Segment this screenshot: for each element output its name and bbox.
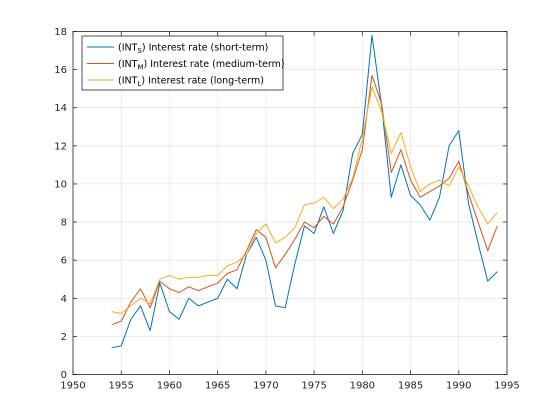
legend-entry-m: (INTM) Interest rate (medium-term) (87, 59, 285, 72)
y-axis-tick-labels: 0 2 4 6 8 10 12 14 16 18 (54, 27, 67, 381)
series-line-m (111, 74, 498, 326)
axis-ticks (72, 31, 508, 375)
y-tick-label: 18 (54, 27, 67, 38)
x-tick-label: 1990 (446, 381, 471, 392)
legend-entry-s: (INTS) Interest rate (short-term) (87, 43, 268, 56)
x-tick-label: 1975 (301, 381, 326, 392)
y-tick-label: 14 (54, 103, 67, 114)
x-tick-label: 1985 (398, 381, 423, 392)
legend-label: (INTM) Interest rate (medium-term) (118, 59, 285, 72)
x-tick-label: 1965 (205, 381, 230, 392)
plot-area-border (72, 31, 508, 375)
x-tick-label: 1995 (494, 381, 519, 392)
x-tick-label: 1970 (253, 381, 278, 392)
x-tick-label: 1980 (350, 381, 375, 392)
legend-label: (INTS) Interest rate (short-term) (118, 43, 268, 56)
series-line-s (111, 34, 498, 349)
legend: (INTS) Interest rate (short-term) (INTM) … (81, 35, 285, 91)
legend-label: (INTL) Interest rate (long-term) (118, 76, 264, 89)
x-tick-label: 1950 (60, 381, 85, 392)
x-tick-label: 1955 (108, 381, 133, 392)
y-tick-label: 16 (54, 65, 67, 76)
y-tick-label: 2 (61, 332, 67, 343)
y-tick-label: 8 (61, 218, 67, 229)
legend-box (81, 35, 284, 91)
y-tick-label: 0 (61, 370, 67, 381)
x-tick-label: 1960 (157, 381, 182, 392)
series-line-l (111, 86, 498, 315)
data-series (111, 34, 498, 349)
x-axis-tick-labels: 1950 1955 1960 1965 1970 1975 1980 1985 1990 1995 (60, 381, 519, 392)
y-tick-label: 10 (54, 179, 67, 190)
y-tick-label: 12 (54, 141, 67, 152)
legend-entry-l: (INTL) Interest rate (long-term) (87, 76, 264, 89)
y-tick-label: 4 (61, 294, 67, 305)
y-tick-label: 6 (61, 256, 67, 267)
